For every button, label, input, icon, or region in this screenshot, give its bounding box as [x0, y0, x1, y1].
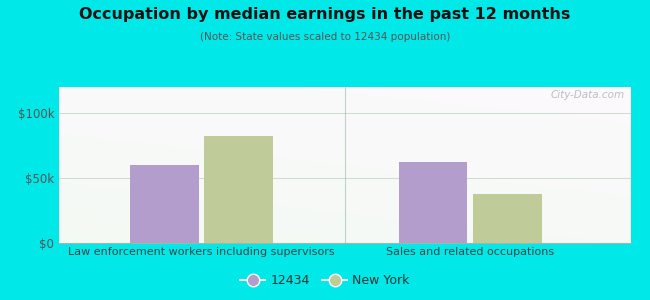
- Text: (Note: State values scaled to 12434 population): (Note: State values scaled to 12434 popu…: [200, 32, 450, 41]
- Text: Occupation by median earnings in the past 12 months: Occupation by median earnings in the pas…: [79, 8, 571, 22]
- Text: City-Data.com: City-Data.com: [551, 90, 625, 100]
- Bar: [204, 136, 273, 243]
- Legend: 12434, New York: 12434, New York: [235, 269, 415, 292]
- Bar: [473, 194, 542, 243]
- Bar: [399, 162, 467, 243]
- Bar: [130, 165, 199, 243]
